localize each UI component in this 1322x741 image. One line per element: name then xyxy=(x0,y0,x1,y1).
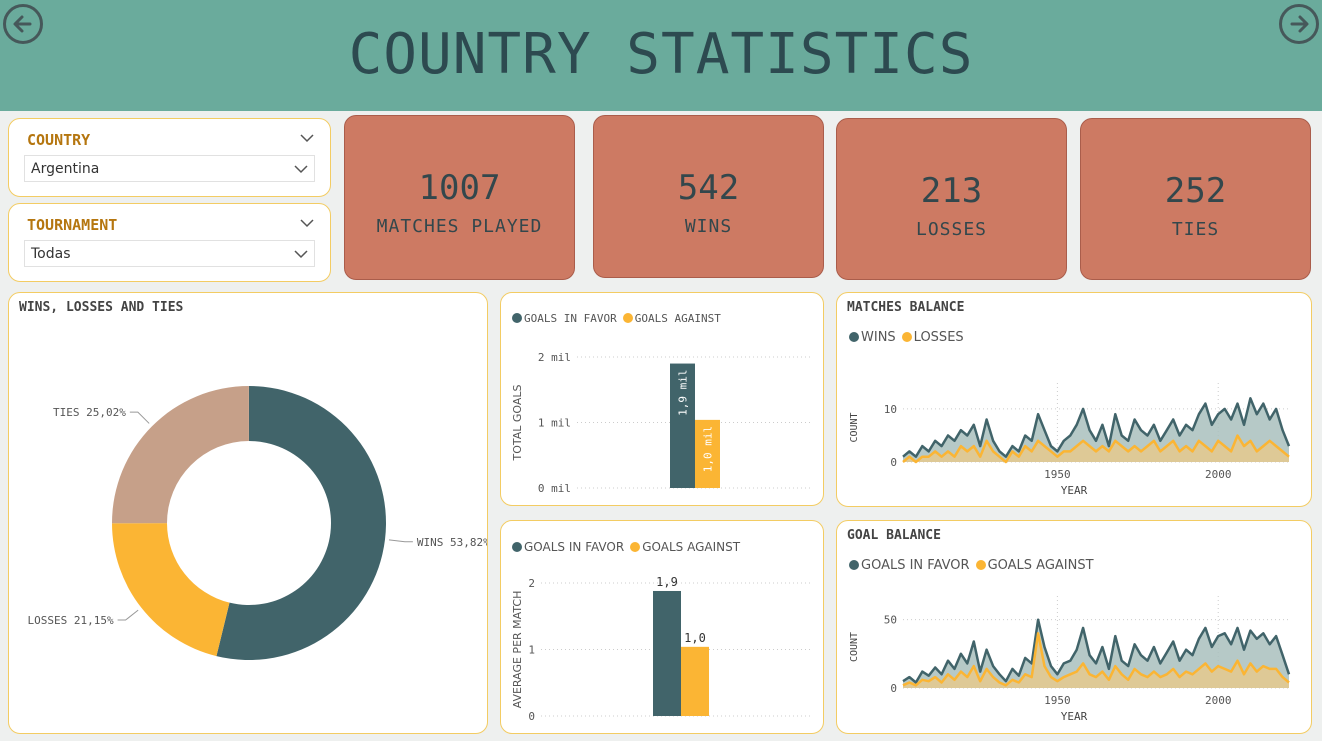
data-label: LOSSES 21,15% xyxy=(27,614,113,627)
line-goals-in-favor xyxy=(902,618,1291,684)
matches-balance-area-chart: 0 10 1950 2000 YEAR COUNT xyxy=(849,383,1291,497)
bar-favor xyxy=(653,590,681,716)
legend-item-against[interactable]: GOALS AGAINST xyxy=(622,312,721,325)
area-goals-in-favor xyxy=(903,619,1289,688)
line-goals-against xyxy=(902,632,1290,687)
area-losses xyxy=(903,435,1289,462)
tournament-slicer: TOURNAMENT Todas xyxy=(8,203,331,282)
line-wins xyxy=(902,397,1291,458)
y-axis-label: AVERAGE PER MATCH xyxy=(511,591,524,709)
x-tick-label: 2000 xyxy=(1205,468,1232,481)
back-arrow-icon[interactable] xyxy=(3,4,43,44)
total-goals-bar-chart: 0 mil 1 mil 2 mil TOTAL GOALS 1,9 mil 1,0 mil xyxy=(511,351,811,495)
data-label: WINS 53,82% xyxy=(417,536,487,549)
legend-item-favor[interactable]: GOALS IN FAVOR xyxy=(512,540,624,554)
matches-balance-card: MATCHES BALANCE WINS LOSSES 0 10 1950 2000 Y… xyxy=(836,292,1312,507)
y-axis-label: COUNT xyxy=(849,632,860,662)
goal-balance-area-chart: 0 50 1950 2000 YEAR COUNT xyxy=(849,596,1291,723)
chevron-down-icon xyxy=(294,250,308,259)
leader-line xyxy=(129,411,150,424)
donut-chart-card: WINS, LOSSES AND TIES WINS 53,82% LOSSES … xyxy=(8,292,488,734)
data-label: TIES 25,02% xyxy=(53,406,126,419)
page-title: COUNTRY STATISTICS xyxy=(348,22,974,87)
y-tick-label: 0 mil xyxy=(538,482,571,495)
donut-slice-wins xyxy=(216,386,386,660)
bar-data-label: 1,0 mil xyxy=(702,426,715,472)
donut-chart: WINS 53,82% LOSSES 21,15% TIES 25,02% xyxy=(27,386,487,660)
kpi-label: WINS xyxy=(684,216,733,237)
tournament-value: Todas xyxy=(31,245,71,262)
legend-item-against[interactable]: GOALS AGAINST xyxy=(630,540,740,554)
y-tick-label: 50 xyxy=(884,614,897,627)
kpi-ties: 252 TIES xyxy=(1080,118,1311,280)
bar-data-label: 1,0 xyxy=(684,631,706,645)
country-slicer: COUNTRY Argentina xyxy=(8,118,331,197)
kpi-value: 542 xyxy=(677,168,740,208)
chart-title: GOAL BALANCE xyxy=(847,528,941,543)
chevron-down-icon[interactable] xyxy=(300,218,314,228)
bar-data-label: 1,9 mil xyxy=(677,370,690,416)
forward-arrow-icon[interactable] xyxy=(1279,4,1319,44)
y-tick-label: 1 mil xyxy=(538,417,571,430)
goal-balance-card: GOAL BALANCE GOALS IN FAVOR GOALS AGAINS… xyxy=(836,520,1312,734)
kpi-losses: 213 LOSSES xyxy=(836,118,1067,280)
line-losses xyxy=(902,434,1290,464)
legend: GOALS IN FAVOR GOALS AGAINST xyxy=(512,312,723,325)
y-tick-label: 0 xyxy=(890,682,897,695)
y-tick-label: 2 xyxy=(528,577,535,590)
y-axis-label: COUNT xyxy=(849,412,860,442)
total-goals-card: GOALS IN FAVOR GOALS AGAINST 0 mil 1 mil 2… xyxy=(500,292,824,506)
leader-line xyxy=(388,539,413,543)
kpi-value: 252 xyxy=(1164,171,1227,211)
x-axis-label: YEAR xyxy=(1061,710,1088,723)
legend-item-wins[interactable]: WINS xyxy=(849,330,896,345)
kpi-wins: 542 WINS xyxy=(593,115,824,278)
y-tick-label: 2 mil xyxy=(538,351,571,364)
average-goals-bar-chart: 0 1 2 AVERAGE PER MATCH 1,9 1,0 xyxy=(511,575,811,723)
kpi-label: MATCHES PLAYED xyxy=(376,216,543,237)
chart-title: MATCHES BALANCE xyxy=(847,300,965,315)
x-tick-label: 2000 xyxy=(1205,694,1232,707)
bar-against xyxy=(695,419,720,488)
average-goals-card: GOALS IN FAVOR GOALS AGAINST 0 1 2 AVERAGE … xyxy=(500,520,824,734)
area-wins xyxy=(903,398,1289,462)
country-slicer-label: COUNTRY xyxy=(27,131,91,149)
legend: GOALS IN FAVOR GOALS AGAINST xyxy=(849,558,1096,573)
country-dropdown[interactable]: Argentina xyxy=(24,155,315,182)
bar-favor xyxy=(670,363,695,488)
donut-slice-losses xyxy=(112,523,230,657)
chart-title: WINS, LOSSES AND TIES xyxy=(19,300,184,315)
legend-item-losses[interactable]: LOSSES xyxy=(901,330,964,345)
country-value: Argentina xyxy=(31,160,100,177)
tournament-slicer-label: TOURNAMENT xyxy=(27,216,118,234)
chevron-down-icon[interactable] xyxy=(300,133,314,143)
bar-against xyxy=(681,646,709,716)
x-tick-label: 1950 xyxy=(1044,468,1071,481)
header-bar: COUNTRY STATISTICS xyxy=(0,0,1322,111)
legend-item-against[interactable]: GOALS AGAINST xyxy=(975,558,1094,573)
bar-data-label: 1,9 xyxy=(656,575,678,589)
y-tick-label: 10 xyxy=(884,403,897,416)
legend-item-favor[interactable]: GOALS IN FAVOR xyxy=(512,312,617,325)
y-tick-label: 0 xyxy=(528,710,535,723)
kpi-label: TIES xyxy=(1171,219,1220,240)
y-tick-label: 0 xyxy=(890,456,897,469)
y-axis-label: TOTAL GOALS xyxy=(511,384,524,461)
legend: WINS LOSSES xyxy=(849,330,966,345)
leader-line xyxy=(117,609,139,621)
y-tick-label: 1 xyxy=(528,644,535,657)
chevron-down-icon xyxy=(294,165,308,174)
legend-item-favor[interactable]: GOALS IN FAVOR xyxy=(849,558,970,573)
tournament-dropdown[interactable]: Todas xyxy=(24,240,315,267)
legend: GOALS IN FAVOR GOALS AGAINST xyxy=(512,540,742,554)
kpi-value: 213 xyxy=(920,171,983,211)
kpi-value: 1007 xyxy=(418,168,501,208)
x-axis-label: YEAR xyxy=(1061,484,1088,497)
kpi-label: LOSSES xyxy=(915,219,988,240)
donut-slice-ties xyxy=(112,386,249,524)
kpi-matches-played: 1007 MATCHES PLAYED xyxy=(344,115,575,280)
x-tick-label: 1950 xyxy=(1044,694,1071,707)
